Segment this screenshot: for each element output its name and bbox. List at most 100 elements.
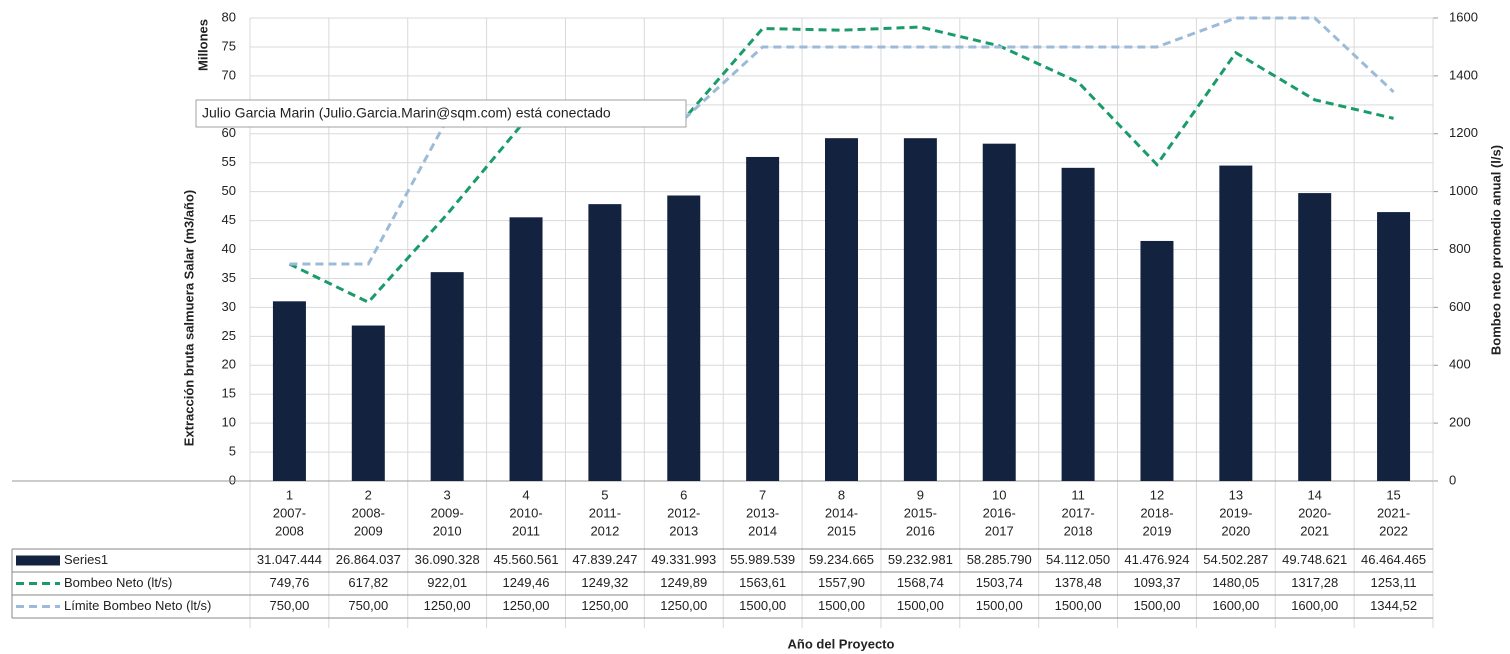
table-cell: 54.112.050 <box>1046 552 1110 567</box>
table-cell: 49.331.993 <box>651 552 716 567</box>
table-cell: 26.864.037 <box>336 552 401 567</box>
table-cell: 55.989.539 <box>730 552 795 567</box>
x-tick-label: 9 <box>917 487 924 502</box>
bar <box>1219 165 1253 482</box>
x-tick-label: 2019 <box>1143 523 1172 538</box>
legend-label: Límite Bombeo Neto (lt/s) <box>64 598 211 613</box>
y2-tick-label: 800 <box>1449 241 1471 256</box>
y2-tick-label: 0 <box>1449 472 1456 487</box>
x-tick-label: 2016 <box>906 523 935 538</box>
table-cell: 1563,61 <box>739 575 786 590</box>
table-cell: 1600,00 <box>1212 598 1259 613</box>
bar <box>667 195 701 481</box>
y-tick-label: 45 <box>222 212 236 227</box>
x-tick-label: 2009 <box>354 523 383 538</box>
bar <box>588 204 622 481</box>
bar <box>430 272 464 481</box>
y-tick-label: 15 <box>222 386 236 401</box>
line <box>289 16 1395 266</box>
y2-tick-label: 1400 <box>1449 67 1478 82</box>
table-cell: 1317,28 <box>1291 575 1338 590</box>
bar <box>1377 212 1411 481</box>
x-tick-label: 2011- <box>589 505 621 520</box>
legend-swatch <box>16 555 60 566</box>
table-cell: 1557,90 <box>818 575 865 590</box>
x-tick-label: 2017 <box>985 523 1014 538</box>
x-tick-label: 2020- <box>1298 505 1331 520</box>
bar <box>1140 240 1174 481</box>
x-tick-label: 2008- <box>352 505 385 520</box>
table-cell: 922,01 <box>427 575 467 590</box>
y-tick-label: 40 <box>222 241 236 256</box>
table-cell: 59.234.665 <box>809 552 874 567</box>
x-tick-label: 2010 <box>433 523 462 538</box>
x-tick-label: 3 <box>444 487 451 502</box>
bar <box>982 143 1016 481</box>
x-tick-label: 2010- <box>509 505 542 520</box>
x-tick-label: 2007- <box>273 505 306 520</box>
y2-tick-label: 1000 <box>1449 183 1478 198</box>
y2-title: Bombeo neto promedio anual (l/s) <box>1488 145 1503 355</box>
bar <box>1061 167 1095 481</box>
table-cell: 1250,00 <box>660 598 707 613</box>
x-tick-label: 2018 <box>1064 523 1093 538</box>
x-tick-label: 2011 <box>512 523 540 538</box>
x-tick-label: 2012- <box>667 505 700 520</box>
x-tick-label: 2017- <box>1061 505 1094 520</box>
x-tick-label: 2014- <box>825 505 858 520</box>
table-cell: 1500,00 <box>897 598 944 613</box>
table-cell: 1500,00 <box>976 598 1023 613</box>
bar <box>825 138 858 481</box>
y-tick-label: 10 <box>222 415 236 430</box>
table-cell: 49.748.621 <box>1282 552 1347 567</box>
x-tick-label: 2008 <box>275 523 304 538</box>
y2-tick-label: 200 <box>1449 415 1471 430</box>
table-cell: 1480,05 <box>1212 575 1259 590</box>
x-tick-label: 2016- <box>983 505 1016 520</box>
x-tick-label: 13 <box>1229 487 1243 502</box>
legend-label: Bombeo Neto (lt/s) <box>64 575 172 590</box>
legend-label: Series1 <box>64 552 108 567</box>
bar <box>272 301 306 481</box>
table-cell: 617,82 <box>348 575 388 590</box>
x-tick-label: 11 <box>1071 487 1085 502</box>
table-cell: 1250,00 <box>503 598 550 613</box>
x-tick-label: 2015 <box>827 523 856 538</box>
table-cell: 41.476.924 <box>1124 552 1189 567</box>
x-tick-label: 2019- <box>1219 505 1252 520</box>
table-cell: 1500,00 <box>1055 598 1102 613</box>
x-tick-label: 2021- <box>1377 505 1410 520</box>
table-cell: 750,00 <box>348 598 388 613</box>
y-tick-label: 5 <box>229 444 236 459</box>
table-cell: 1600,00 <box>1291 598 1338 613</box>
x-tick-label: 15 <box>1386 487 1400 502</box>
x-tick-label: 2021 <box>1300 523 1329 538</box>
y-tick-label: 60 <box>222 125 236 140</box>
x-tick-label: 2020 <box>1221 523 1250 538</box>
table-cell: 1253,11 <box>1371 575 1417 590</box>
bar <box>746 156 780 481</box>
x-tick-label: 2 <box>365 487 372 502</box>
table-cell: 1500,00 <box>739 598 786 613</box>
x-tick-label: 2012 <box>590 523 619 538</box>
x-tick-label: 2013 <box>669 523 698 538</box>
y2-tick-label: 600 <box>1449 299 1471 314</box>
x-tick-label: 12 <box>1150 487 1164 502</box>
table-cell: 1500,00 <box>1133 598 1180 613</box>
y-tick-label: 70 <box>222 67 236 82</box>
x-tick-label: 1 <box>286 487 293 502</box>
table-cell: 1500,00 <box>818 598 865 613</box>
x-tick-label: 2022 <box>1379 523 1408 538</box>
y-tick-label: 80 <box>222 9 236 24</box>
x-tick-label: 2009- <box>431 505 464 520</box>
x-tick-label: 5 <box>601 487 608 502</box>
y2-tick-label: 1600 <box>1449 9 1478 24</box>
x-title: Año del Proyecto <box>788 636 895 651</box>
x-tick-label: 2014 <box>748 523 777 538</box>
y-tick-label: 25 <box>222 328 236 343</box>
table-cell: 1378,48 <box>1055 575 1102 590</box>
x-tick-label: 8 <box>838 487 845 502</box>
table-cell: 749,76 <box>270 575 310 590</box>
y-tick-label: 35 <box>222 270 236 285</box>
